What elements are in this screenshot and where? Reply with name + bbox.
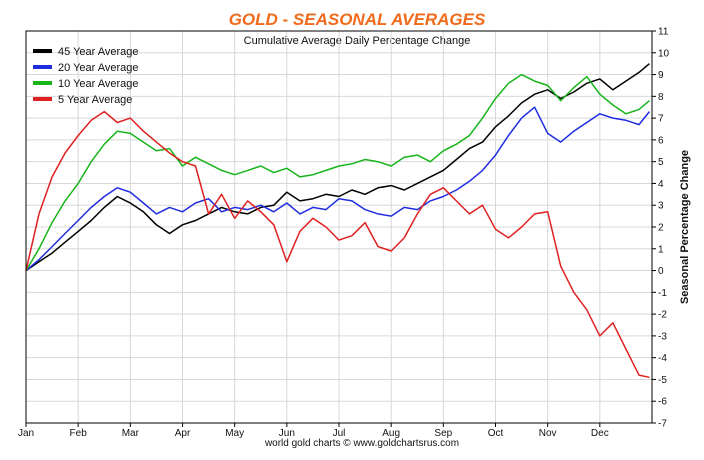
y-tick-label: 4 (658, 179, 664, 190)
x-tick-label: Oct (488, 428, 504, 439)
series-line-10-year-average (25, 73, 650, 271)
x-tick-label: Dec (591, 428, 609, 439)
y-axis-ticks: -7 -6 -5 -4 -3 -2 -1 0 1 2 3 4 5 6 7 8 9 10 11 (652, 27, 670, 430)
grid (25, 30, 652, 424)
x-tick-label: Nov (539, 428, 557, 439)
x-tick-label: Feb (70, 428, 88, 439)
x-axis-ticks: Jan Feb Mar Apr May Jun Jul Aug Sep Oct Nov Dec (18, 423, 609, 439)
x-tick-label: Jun (279, 428, 295, 439)
legend-label: 45 Year Average (58, 46, 139, 58)
y-tick-label: 6 (658, 135, 664, 146)
y-tick-label: 5 (658, 157, 664, 168)
legend-label: 10 Year Average (58, 78, 139, 90)
series-line-20-year-average (25, 106, 650, 272)
x-tick-label: Apr (175, 428, 191, 439)
legend: 45 Year Average 20 Year Average 10 Year Av… (33, 46, 139, 106)
y-tick-label: 1 (658, 244, 664, 255)
y-tick-label: -1 (658, 288, 667, 299)
chart-credit: world gold charts © www.goldchartsrus.co… (264, 438, 459, 449)
series-lines (25, 63, 650, 379)
y-tick-label: 10 (658, 48, 670, 59)
y-tick-label: 9 (658, 70, 664, 81)
y-tick-label: -3 (658, 331, 667, 342)
y-tick-label: -2 (658, 310, 667, 321)
x-tick-label: Jan (18, 428, 34, 439)
y-tick-label: 0 (658, 266, 664, 277)
y-tick-label: -5 (658, 375, 667, 386)
x-tick-label: Mar (122, 428, 140, 439)
y-tick-label: 3 (658, 201, 664, 212)
y-tick-label: 11 (658, 27, 669, 38)
x-tick-label: Jul (333, 428, 346, 439)
series-line-45-year-average (25, 63, 650, 272)
x-tick-label: Sep (434, 428, 452, 439)
y-axis-label: Seasonal Percentage Change (679, 150, 691, 304)
x-tick-label: Aug (382, 428, 400, 439)
y-tick-label: -7 (658, 419, 667, 430)
y-tick-label: 7 (658, 114, 664, 125)
chart-subtitle: Cumulative Average Daily Percentage Chan… (244, 35, 471, 47)
y-tick-label: -6 (658, 397, 667, 408)
legend-label: 5 Year Average (58, 94, 132, 106)
chart-title: GOLD - SEASONAL AVERAGES (229, 10, 486, 29)
y-tick-label: -4 (658, 353, 667, 364)
legend-label: 20 Year Average (58, 62, 139, 74)
y-tick-label: 8 (658, 92, 664, 103)
x-tick-label: May (225, 428, 244, 439)
series-line-5-year-average (25, 110, 650, 379)
y-tick-label: 2 (658, 223, 664, 234)
